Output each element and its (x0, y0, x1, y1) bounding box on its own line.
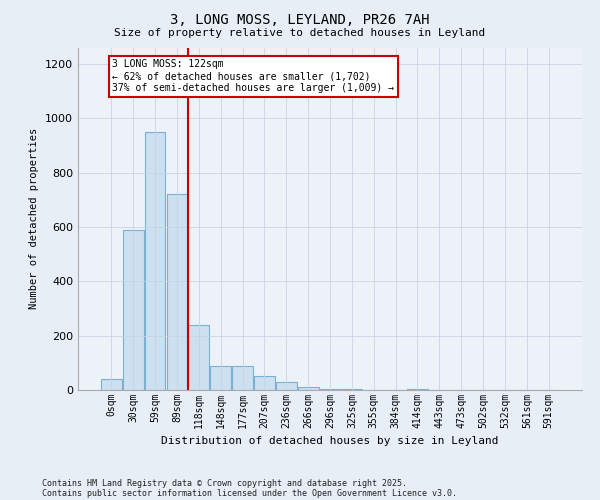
Bar (101, 379, 122, 390)
Bar (320, 388, 340, 390)
Text: Size of property relative to detached houses in Leyland: Size of property relative to detached ho… (115, 28, 485, 38)
Bar (298, 388, 319, 390)
X-axis label: Distribution of detached houses by size in Leyland: Distribution of detached houses by size … (161, 436, 499, 446)
Bar (210, 366, 231, 390)
Bar (188, 325, 209, 390)
Bar (232, 366, 253, 390)
Y-axis label: Number of detached properties: Number of detached properties (29, 128, 40, 310)
Bar (254, 376, 275, 390)
Text: 3 LONG MOSS: 122sqm
← 62% of detached houses are smaller (1,702)
37% of semi-det: 3 LONG MOSS: 122sqm ← 62% of detached ho… (112, 60, 394, 92)
Text: Contains public sector information licensed under the Open Government Licence v3: Contains public sector information licen… (42, 488, 457, 498)
Bar (276, 382, 296, 390)
Text: Contains HM Land Registry data © Crown copyright and database right 2025.: Contains HM Land Registry data © Crown c… (42, 478, 407, 488)
Bar (167, 194, 187, 390)
Bar (123, 230, 143, 390)
Text: 3, LONG MOSS, LEYLAND, PR26 7AH: 3, LONG MOSS, LEYLAND, PR26 7AH (170, 12, 430, 26)
Bar (145, 132, 166, 390)
